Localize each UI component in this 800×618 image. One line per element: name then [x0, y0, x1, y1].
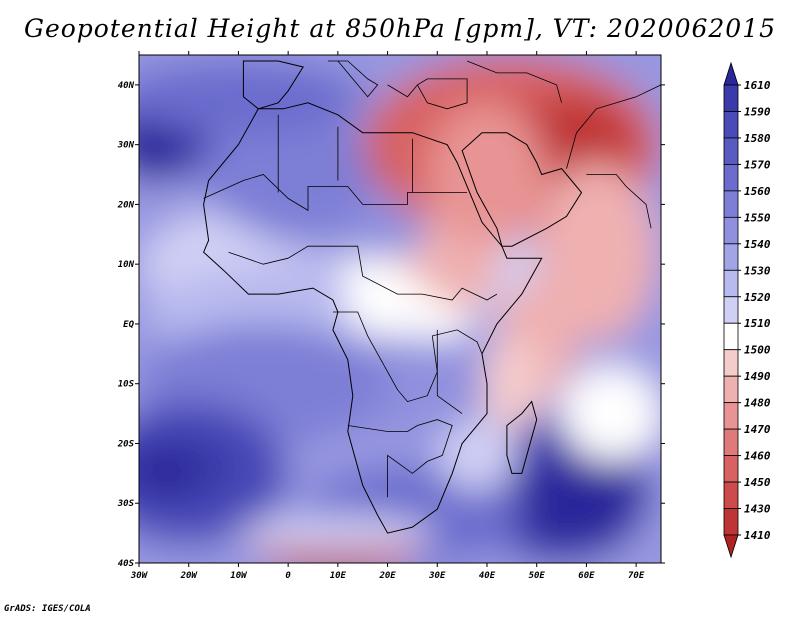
colorbar-box — [723, 481, 739, 509]
colorbar-box — [723, 190, 739, 218]
grads-credit: GrADS: IGES/COLA — [4, 604, 91, 614]
colorbar-box — [723, 455, 739, 483]
coastline-south-asia — [586, 174, 652, 229]
colorbar-label: 1460 — [744, 450, 771, 463]
map-frame — [138, 54, 662, 564]
lon-tick-label: 20W — [180, 571, 199, 581]
coastline-africa — [203, 102, 543, 534]
lat-tick-label: 30S — [117, 499, 135, 509]
coastline-iberia — [242, 60, 304, 110]
colorbar-bottom-arrow — [723, 534, 739, 559]
colorbar-label: 1570 — [744, 158, 771, 171]
colorbar-box — [723, 216, 739, 245]
colorbar-top-arrow — [723, 61, 739, 86]
border-east — [436, 329, 463, 414]
lon-tick-label: 10W — [230, 571, 248, 581]
colorbar-box — [723, 269, 739, 298]
colorbar-box — [723, 402, 739, 430]
colorbar-box — [723, 84, 739, 112]
colorbar-label: 1450 — [744, 476, 771, 489]
colorbar-label: 1580 — [744, 132, 771, 145]
colorbar-label: 1480 — [744, 397, 771, 410]
lat-tick-label: 30N — [117, 141, 135, 151]
colorbar-label: 1470 — [744, 423, 771, 436]
border-iran — [566, 84, 661, 169]
coastline-turkey-greece — [387, 78, 468, 110]
colorbar-box — [723, 296, 739, 324]
colorbar-box — [723, 375, 739, 404]
lon-tick-label: 0 — [285, 571, 291, 581]
colorbar-label: 1550 — [744, 211, 771, 224]
colorbar-box — [723, 428, 739, 456]
colorbar-box — [723, 508, 739, 536]
lon-tick-label: 70E — [628, 571, 645, 581]
colorbar-label: 1590 — [744, 105, 771, 118]
colorbar-label: 1530 — [744, 264, 771, 277]
border-sahel — [228, 245, 498, 301]
geopotential-field — [139, 55, 661, 563]
colorbar-label: 1500 — [744, 344, 771, 357]
lon-tick-label: 40E — [479, 571, 496, 581]
map-axes: 30W 20W 10W 0 10E 20E 30E 40E 50E 60E 70E 40N 30N 20N… — [117, 51, 665, 581]
coastline-italy — [327, 60, 379, 98]
lon-tick-label: 20E — [378, 571, 396, 581]
coastline-arabia — [461, 132, 583, 247]
colorbar-box — [723, 243, 739, 271]
coastline-madagascar — [506, 400, 538, 474]
coastline-caspian-black — [466, 60, 562, 103]
lon-tick-label: 10E — [330, 571, 347, 581]
colorbar-label: 1540 — [744, 238, 771, 251]
lat-tick-label: 10S — [118, 380, 135, 390]
map-title: Geopotential Height at 850hPa [gpm], VT:… — [23, 14, 777, 43]
border-southern — [347, 419, 453, 498]
lon-tick-label: 50E — [529, 571, 546, 581]
colorbar-label: 1610 — [744, 79, 771, 92]
colorbar-label: 1520 — [744, 291, 771, 304]
colorbar-label: 1430 — [744, 503, 771, 516]
colorbar-label: 1490 — [744, 370, 771, 383]
lat-tick-label: 20N — [117, 200, 135, 210]
colorbar-label: 1410 — [744, 529, 771, 542]
lat-tick-label: 10N — [118, 260, 135, 270]
lon-tick-label: 60E — [578, 571, 595, 581]
lat-tick-label: EQ — [123, 320, 134, 330]
lat-tick-label: 40N — [118, 81, 135, 91]
colorbar: 1610 1590 1580 1570 1560 1550 1540 1530 1520 1510… — [723, 61, 771, 559]
border-central — [332, 311, 483, 403]
map-chart: 30W 20W 10W 0 10E 20E 30E 40E 50E 60E 70E 40N 30N 20N… — [117, 51, 771, 581]
colorbar-box — [723, 111, 739, 139]
lon-tick-label: 30E — [428, 571, 446, 581]
colorbar-box — [723, 137, 739, 165]
colorbar-box — [723, 322, 739, 351]
lat-tick-label: 40S — [118, 559, 135, 569]
lon-tick-label: 30W — [130, 571, 149, 581]
lat-tick-label: 20S — [117, 439, 135, 449]
colorbar-box — [723, 349, 739, 377]
border-sahara — [203, 174, 468, 212]
colorbar-box — [723, 164, 739, 192]
coastlines — [203, 60, 661, 534]
colorbar-label: 1560 — [744, 185, 771, 198]
colorbar-label: 1510 — [744, 317, 771, 330]
